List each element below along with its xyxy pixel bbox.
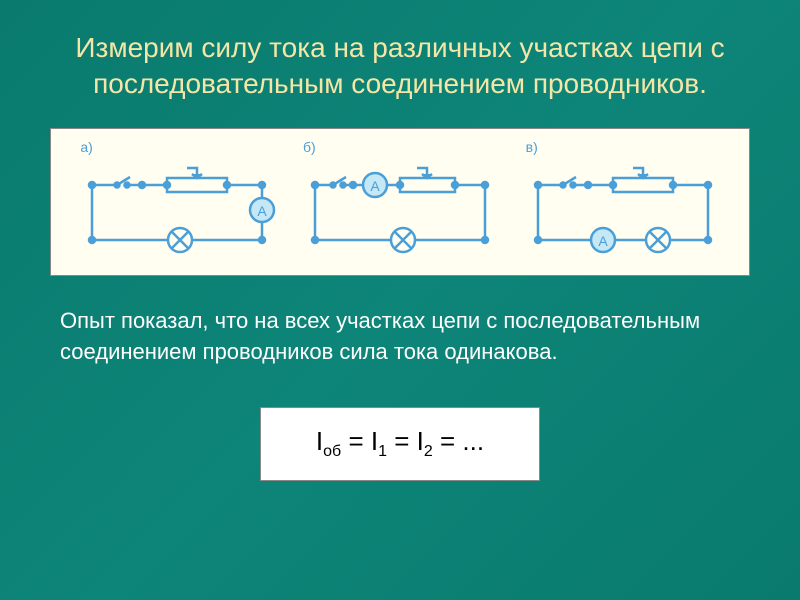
circuit-a-diagram: А bbox=[72, 160, 282, 260]
circuit-diagram-panel: а) bbox=[50, 128, 750, 276]
circuit-a-label: а) bbox=[80, 139, 92, 155]
circuit-b-diagram: А bbox=[295, 160, 505, 260]
svg-text:А: А bbox=[258, 203, 268, 219]
svg-text:А: А bbox=[370, 178, 380, 194]
circuit-c-diagram: А bbox=[518, 160, 728, 260]
formula-text: Iоб = I1 = I2 = ... bbox=[291, 426, 509, 461]
circuit-c-block: в) bbox=[518, 139, 728, 260]
body-text: Опыт показал, что на всех участках цепи … bbox=[50, 306, 750, 368]
slide-title: Измерим силу тока на различных участках … bbox=[50, 30, 750, 103]
slide-container: Измерим силу тока на различных участках … bbox=[0, 0, 800, 600]
circuit-a-block: а) bbox=[72, 139, 282, 260]
formula-box: Iоб = I1 = I2 = ... bbox=[260, 407, 540, 480]
circuit-b-block: б) А bbox=[295, 139, 505, 260]
circuit-c-label: в) bbox=[526, 139, 538, 155]
circuit-b-label: б) bbox=[303, 139, 316, 155]
svg-text:А: А bbox=[598, 233, 608, 249]
